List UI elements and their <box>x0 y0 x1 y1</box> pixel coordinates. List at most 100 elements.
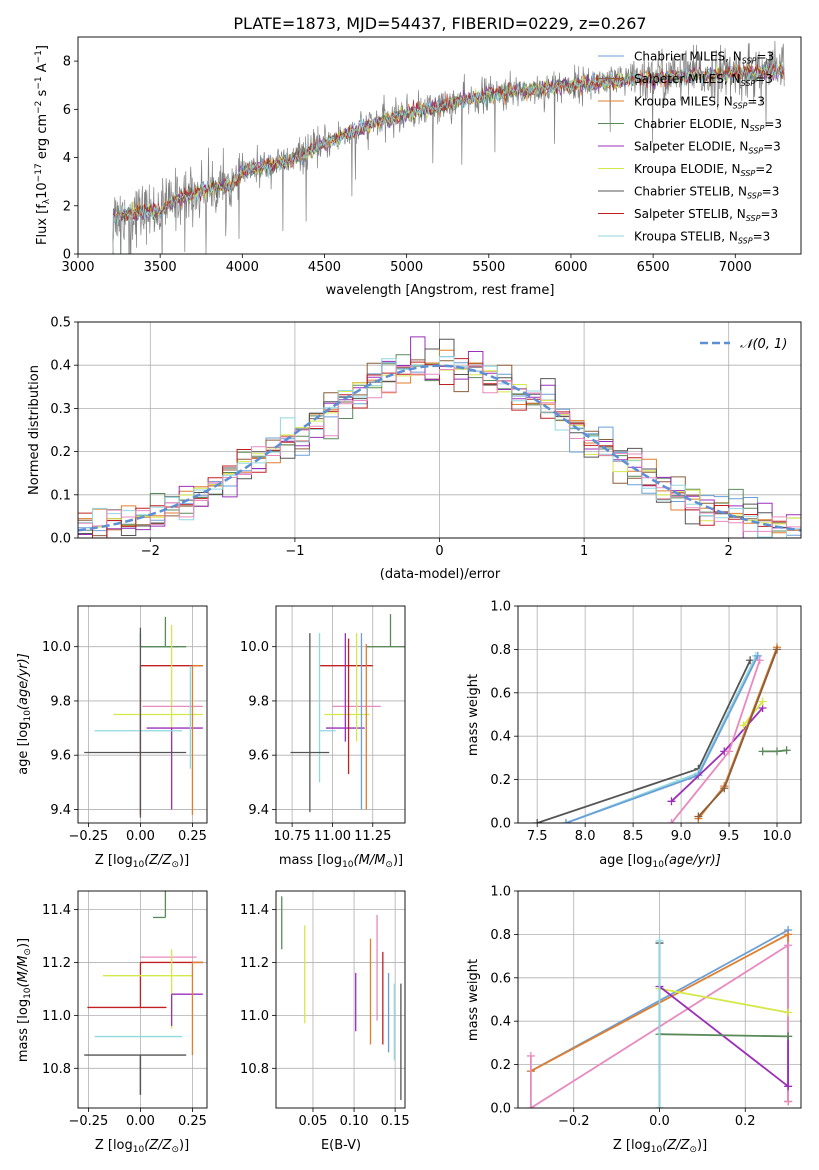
x-tick-label: 11.00 <box>314 829 351 844</box>
legend-label: Kroupa MILES, NSSP=3 <box>634 95 765 111</box>
y-tick-label: 0.4 <box>490 1015 511 1030</box>
model-spectrum <box>110 63 785 254</box>
axes-frame <box>77 890 208 1109</box>
x-tick-label: 0.0 <box>649 1114 670 1129</box>
weight-line <box>659 1033 789 1038</box>
legend-label: Salpeter MILES, NSSP=3 <box>634 72 773 88</box>
x-axis-label: age [log10(age/yr)] <box>599 853 721 870</box>
weight-point <box>655 936 664 945</box>
figure-title: PLATE=1873, MJD=54437, FIBERID=0229, z=0… <box>233 14 646 33</box>
x-tick-label: 4500 <box>308 260 341 275</box>
x-tick-label: 7000 <box>719 260 752 275</box>
weight-point <box>758 747 767 756</box>
x-axis-label: Z [log10(Z/Z⊙)] <box>95 853 189 870</box>
weight-point <box>533 819 542 823</box>
weight-line <box>659 987 789 1014</box>
y-tick-label: 0.4 <box>50 359 71 374</box>
x-axis-label: (data-model)/error <box>380 567 501 582</box>
y-tick-label: 10.0 <box>240 640 269 655</box>
weight-point <box>753 651 762 660</box>
y-tick-label: 1.0 <box>490 600 511 615</box>
y-tick-label: 2 <box>63 199 71 214</box>
y-tick-label: 0.2 <box>490 773 511 788</box>
x-tick-label: 1 <box>580 544 588 559</box>
y-tick-label: 9.4 <box>248 803 269 818</box>
y-axis-label: mass [log10(M/M⊙)] <box>16 938 33 1062</box>
histogram-step <box>78 356 801 538</box>
y-tick-label: 9.8 <box>248 694 269 709</box>
legend-label: Kroupa ELODIE, NSSP=2 <box>634 162 773 178</box>
y-tick-label: 8 <box>63 55 71 70</box>
weight-point <box>739 721 748 730</box>
y-tick-label: 0.6 <box>490 971 511 986</box>
y-tick-label: 6 <box>63 103 71 118</box>
x-tick-label: 0.05 <box>298 1114 327 1129</box>
plot-area <box>281 896 402 1101</box>
weight-point <box>667 797 676 806</box>
x-tick-label: 3000 <box>61 260 94 275</box>
weight-line <box>697 646 778 820</box>
y-tick-label: 1.0 <box>490 885 511 900</box>
y-tick-label: 11.2 <box>240 956 269 971</box>
plot-area <box>533 643 791 823</box>
weight-point <box>655 1104 664 1108</box>
y-tick-label: 0 <box>63 248 71 263</box>
legend-label: 𝒩(0, 1) <box>740 337 787 352</box>
x-tick-label: −0.2 <box>558 1114 590 1129</box>
weight-point <box>758 697 767 706</box>
y-tick-label: 11.2 <box>42 956 71 971</box>
y-axis-label: Normed distribution <box>27 365 42 495</box>
panel-massweight-vs-age: 7.5 8.0 8.5 9.0 9.5 10.0 0.0 0.2 0.4 0.6 0.8 1.0 age… <box>466 600 802 870</box>
legend-label: Chabrier STELIB, NSSP=3 <box>634 185 779 201</box>
x-axis-label: wavelength [Angstrom, rest frame] <box>326 283 555 298</box>
x-tick-label: 10.75 <box>274 829 311 844</box>
axes-frame <box>77 36 802 255</box>
weight-point <box>725 747 734 756</box>
x-tick-label: 7.5 <box>527 829 548 844</box>
x-axis-label: E(B-V) <box>321 1138 361 1153</box>
x-tick-label: 8.5 <box>623 829 644 844</box>
plot-area <box>526 926 793 1108</box>
x-tick-label: 0.10 <box>340 1114 369 1129</box>
axes-frame <box>275 605 406 824</box>
weight-point <box>784 941 793 950</box>
x-tick-label: 9.0 <box>671 829 692 844</box>
plot-area <box>110 40 785 254</box>
y-tick-label: 9.8 <box>50 694 71 709</box>
y-tick-label: 11.4 <box>240 903 269 918</box>
y-tick-label: 9.4 <box>50 803 71 818</box>
model-spectrum <box>110 63 785 254</box>
panel-massweight-vs-Z: −0.2 0.0 0.2 0.0 0.2 0.4 0.6 0.8 1.0 Z [log10(Z/Z… <box>466 885 802 1155</box>
x-tick-label: 8.0 <box>575 829 596 844</box>
y-tick-label: 0.1 <box>50 488 71 503</box>
axes-frame <box>77 321 802 539</box>
y-tick-label: 0.8 <box>490 643 511 658</box>
model-spectrum <box>110 63 785 254</box>
x-tick-label: 0.25 <box>178 1114 207 1129</box>
x-tick-label: 6500 <box>637 260 670 275</box>
axes-frame <box>77 605 208 824</box>
y-tick-label: 0.3 <box>50 402 71 417</box>
x-tick-label: 0.00 <box>126 829 155 844</box>
weight-point <box>526 1051 535 1060</box>
weight-point <box>755 656 764 665</box>
panel-mass-vs-Z: −0.25 0.00 0.25 10.8 11.0 11.2 11.4 Z [log10(Z/… <box>16 890 208 1155</box>
weight-point <box>784 1008 793 1017</box>
x-tick-label: −0.25 <box>68 829 108 844</box>
axes-frame <box>517 605 802 824</box>
legend-label: Salpeter ELODIE, NSSP=3 <box>634 140 781 156</box>
panel-spectrum: 3000 3500 4000 4500 5000 5500 6000 6500 7000 0 2 4 6… <box>34 36 802 298</box>
x-tick-label: 9.5 <box>719 829 740 844</box>
y-tick-label: 0.4 <box>490 730 511 745</box>
x-tick-label: 6000 <box>554 260 587 275</box>
legend-label: Kroupa STELIB, NSSP=3 <box>634 230 770 246</box>
plot-area <box>290 614 405 813</box>
weight-point <box>784 1097 793 1106</box>
x-tick-label: 3500 <box>144 260 177 275</box>
x-tick-label: 4000 <box>226 260 259 275</box>
weight-point <box>694 812 703 821</box>
plot-area <box>84 891 203 1095</box>
y-tick-label: 0.5 <box>50 316 71 331</box>
legend-label: Chabrier MILES, NSSP=3 <box>634 50 774 66</box>
y-axis-label: age [log10(age/yr)] <box>16 653 33 775</box>
